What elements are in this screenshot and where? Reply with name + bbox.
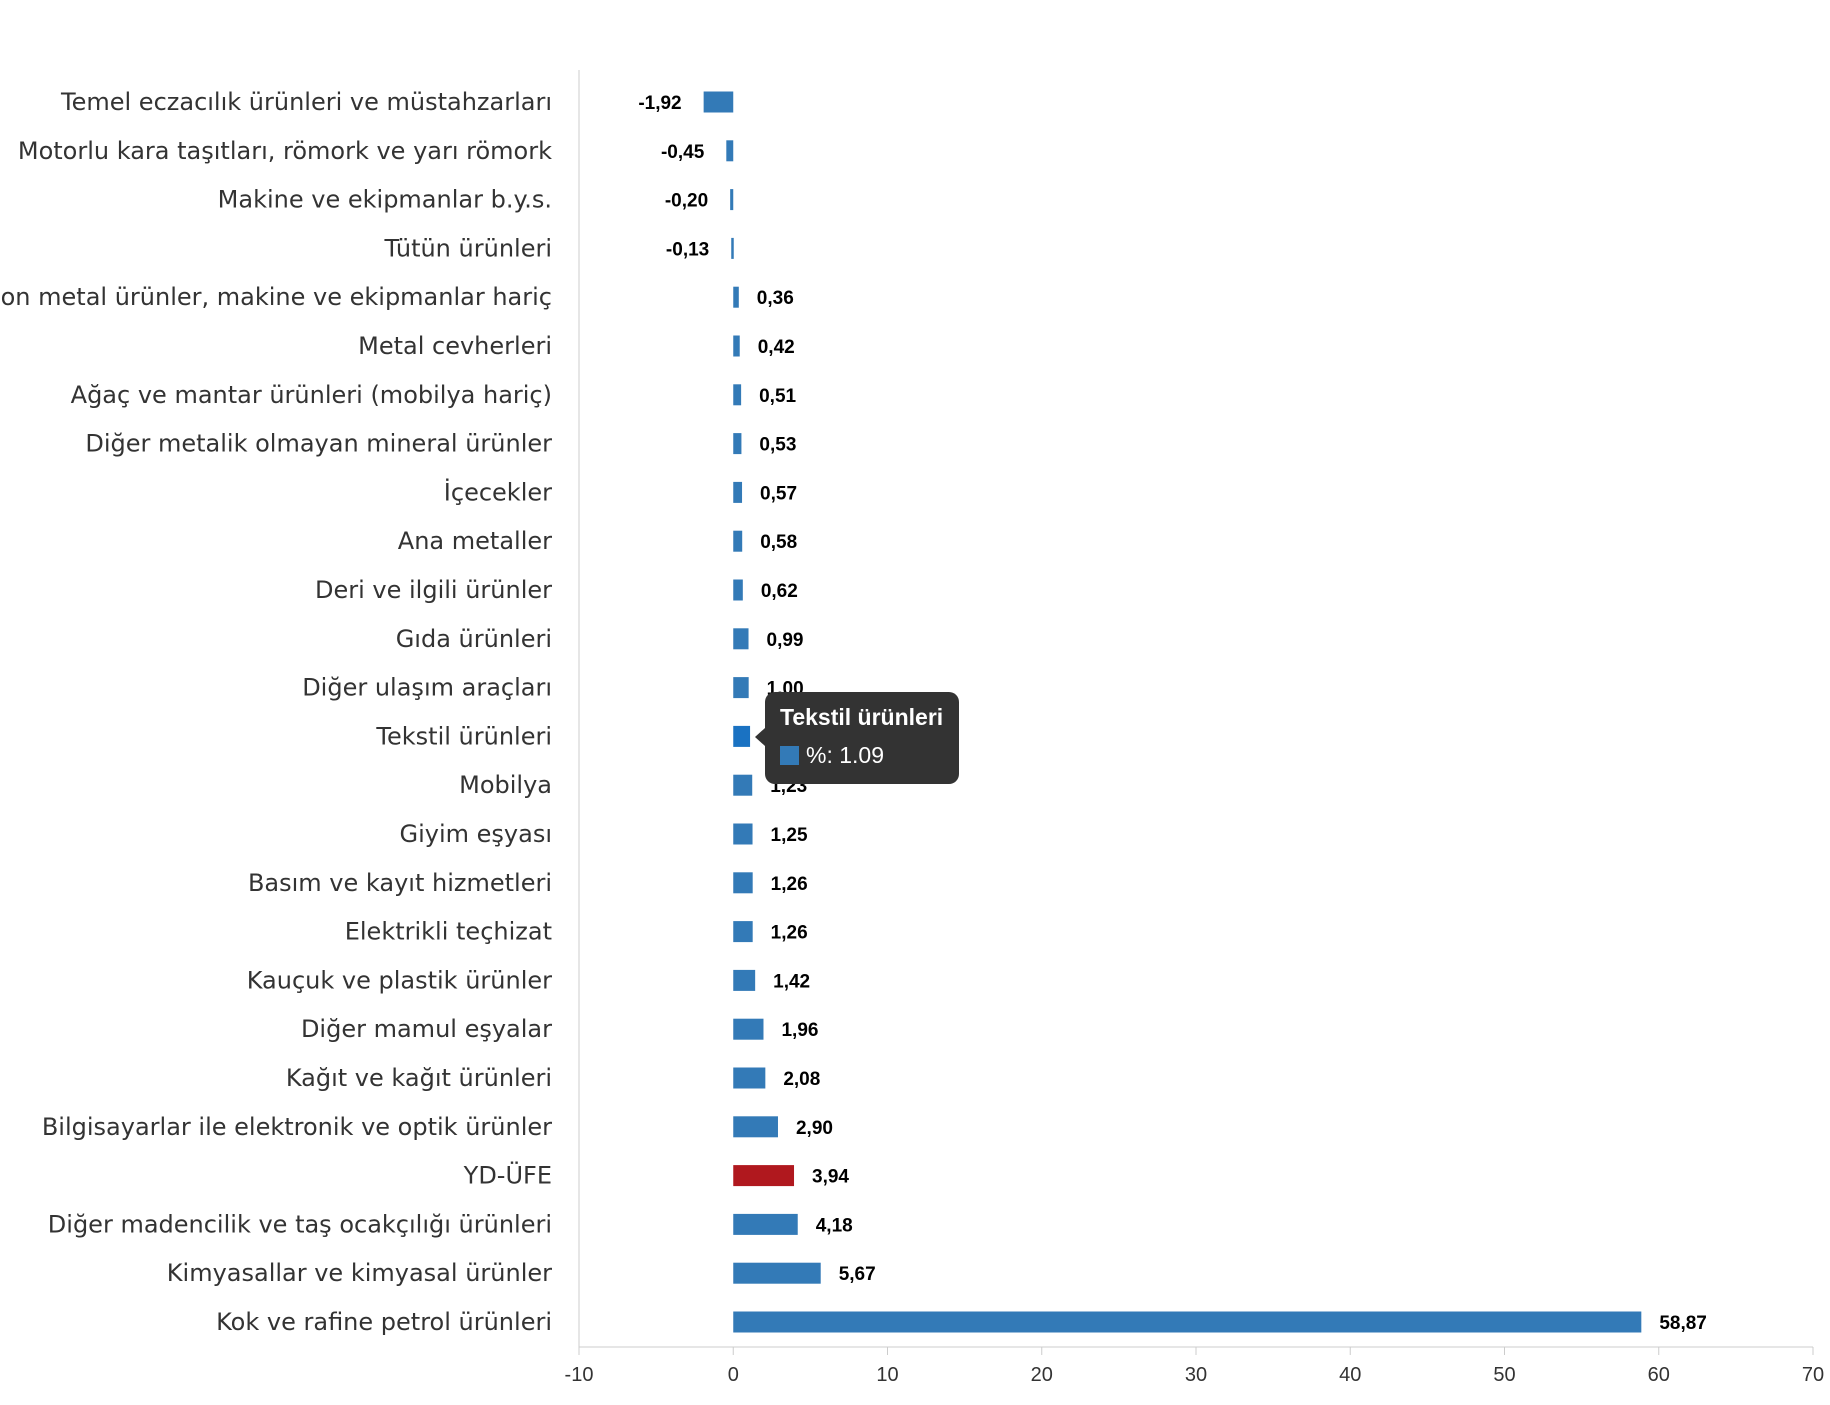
- category-label: Bilgisayarlar ile elektronik ve optik ür…: [42, 1113, 552, 1141]
- x-tick-label: 40: [1339, 1364, 1361, 1386]
- data-label: 0,53: [759, 435, 796, 456]
- bar: [733, 823, 753, 845]
- bar: [733, 530, 743, 552]
- category-label: Giyim eşyası: [400, 820, 553, 848]
- data-label: 5,67: [839, 1264, 876, 1285]
- category-label: Kauçuk ve plastik ürünler: [247, 966, 552, 994]
- category-label: Kok ve rafine petrol ürünleri: [216, 1308, 552, 1336]
- category-label: Gıda ürünleri: [396, 625, 552, 653]
- category-label: Diğer mamul eşyalar: [301, 1015, 552, 1043]
- category-label: Tütün ürünleri: [383, 234, 552, 262]
- data-label: 0,58: [760, 532, 797, 553]
- bar: [733, 774, 753, 796]
- category-label: Metal cevherleri: [358, 332, 552, 360]
- bar: [730, 189, 734, 211]
- category-label: Fabrikasyon metal ürünler, makine ve eki…: [0, 283, 552, 311]
- data-label: 1,42: [773, 971, 810, 992]
- bar: [733, 481, 743, 503]
- tooltip-swatch-icon: [780, 746, 799, 765]
- data-label: -0,13: [666, 239, 709, 260]
- data-label: 0,36: [757, 288, 794, 309]
- bar: [733, 1067, 766, 1089]
- data-label: 3,94: [812, 1167, 849, 1188]
- labels-layer: Temel eczacılık ürünleri ve müstahzarlar…: [0, 88, 1707, 1336]
- data-label: 1,26: [771, 923, 808, 944]
- category-label: Diğer metalik olmayan mineral ürünler: [85, 430, 552, 458]
- x-tick-label: 30: [1185, 1364, 1207, 1386]
- bar: [733, 384, 742, 406]
- bar: [733, 286, 739, 308]
- category-label: Basım ve kayıt hizmetleri: [248, 869, 552, 897]
- axis-layer: -10 0 10 20 30 40 50 60 70: [565, 70, 1824, 1386]
- x-tick-label: 20: [1031, 1364, 1053, 1386]
- x-tick-label: -10: [565, 1364, 594, 1386]
- x-tick-label: 10: [876, 1364, 898, 1386]
- bar: [733, 433, 742, 455]
- x-tick-label: 50: [1493, 1364, 1515, 1386]
- bar: [733, 1262, 821, 1284]
- data-label: 1,26: [771, 874, 808, 895]
- category-label: YD-ÜFE: [463, 1161, 552, 1190]
- tooltip-row: %: 1.09: [780, 742, 884, 769]
- bar: [703, 91, 734, 113]
- bar: [733, 677, 749, 699]
- x-tick-label: 70: [1802, 1364, 1824, 1386]
- data-label: 1,96: [781, 1020, 818, 1041]
- bar: [733, 725, 751, 747]
- bar: [733, 1165, 795, 1187]
- bar: [733, 969, 756, 991]
- bar: [731, 237, 734, 259]
- x-tick-label: 60: [1648, 1364, 1670, 1386]
- bar: [733, 1116, 778, 1138]
- data-label: 2,90: [796, 1118, 833, 1139]
- data-label: -0,45: [661, 142, 705, 163]
- tooltip-value: %: 1.09: [806, 742, 884, 768]
- category-label: Mobilya: [459, 771, 552, 799]
- bar: [733, 1213, 798, 1235]
- bar: [733, 872, 753, 894]
- category-label: Tekstil ürünleri: [375, 722, 552, 750]
- data-label: 0,42: [758, 337, 795, 358]
- category-label: Deri ve ilgili ürünler: [315, 576, 552, 604]
- category-label: Elektrikli teçhizat: [345, 918, 552, 946]
- bar: [726, 140, 734, 162]
- data-label: 58,87: [1659, 1313, 1707, 1334]
- bar: [733, 579, 743, 601]
- data-label: -0,20: [665, 191, 708, 212]
- category-label: İçecekler: [444, 477, 552, 506]
- data-label: 4,18: [816, 1215, 853, 1236]
- data-label: 0,51: [759, 386, 796, 407]
- data-label: 2,08: [783, 1069, 820, 1090]
- data-label: 0,99: [767, 630, 804, 651]
- bar: [733, 1018, 764, 1040]
- category-label: Motorlu kara taşıtları, römork ve yarı r…: [18, 137, 552, 165]
- data-label: 0,57: [760, 483, 797, 504]
- category-label: Diğer madencilik ve taş ocakçılığı ürünl…: [48, 1210, 552, 1238]
- category-label: Temel eczacılık ürünleri ve müstahzarlar…: [60, 88, 552, 116]
- bars-layer: [703, 91, 1642, 1333]
- category-label: Ana metaller: [398, 527, 552, 555]
- data-label: -1,92: [638, 93, 681, 114]
- category-label: Makine ve ekipmanlar b.y.s.: [218, 186, 552, 214]
- category-label: Kağıt ve kağıt ürünleri: [286, 1064, 552, 1092]
- tooltip-title: Tekstil ürünleri: [780, 704, 944, 730]
- bar: [733, 628, 749, 650]
- x-tick-label: 0: [728, 1364, 739, 1386]
- tooltip: Tekstil ürünleri %: 1.09: [755, 692, 959, 784]
- data-label: 1,25: [771, 825, 808, 846]
- bar: [733, 335, 740, 357]
- category-label: Kimyasallar ve kimyasal ürünler: [167, 1259, 552, 1287]
- category-label: Ağaç ve mantar ürünleri (mobilya hariç): [71, 381, 552, 409]
- category-label: Diğer ulaşım araçları: [302, 674, 552, 702]
- bar: [733, 1311, 1642, 1333]
- bar: [733, 921, 753, 943]
- data-label: 0,62: [761, 581, 798, 602]
